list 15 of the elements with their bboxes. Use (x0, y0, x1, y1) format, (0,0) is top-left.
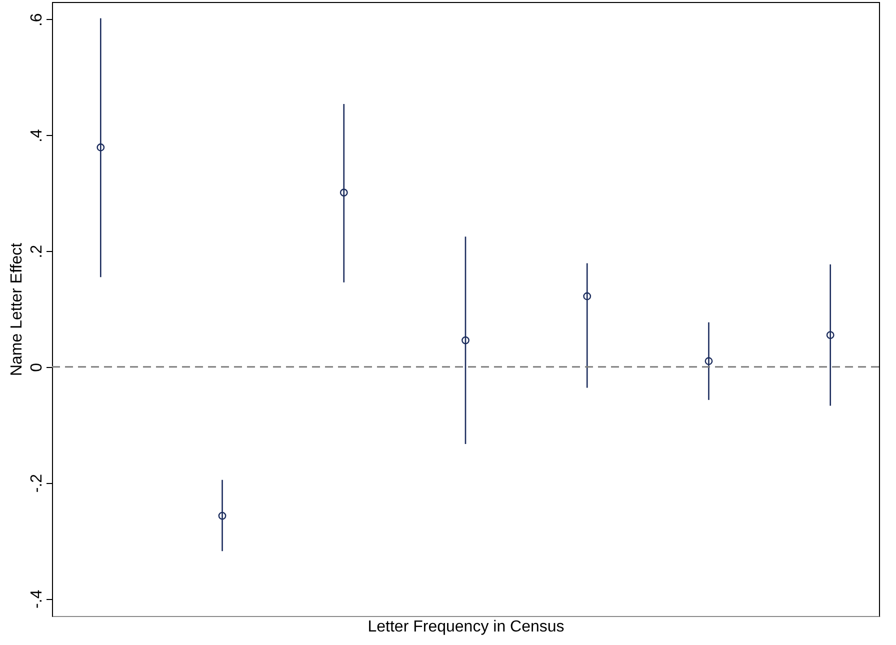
y-tick-label: .4 (28, 128, 46, 142)
y-tick-label: -.2 (28, 474, 46, 493)
y-tick-label: .2 (28, 244, 46, 258)
y-tick-label: .6 (28, 13, 46, 27)
y-tick-label: 0 (28, 362, 46, 372)
x-axis-title: Letter Frequency in Census (368, 618, 564, 636)
y-axis-title: Name Letter Effect (8, 242, 26, 376)
point (96, 143, 105, 152)
point (704, 357, 713, 366)
point (826, 331, 834, 340)
point (218, 512, 226, 520)
point (462, 336, 470, 344)
y-tick-label: -.4 (28, 590, 46, 608)
point (583, 292, 592, 300)
point (340, 188, 348, 197)
